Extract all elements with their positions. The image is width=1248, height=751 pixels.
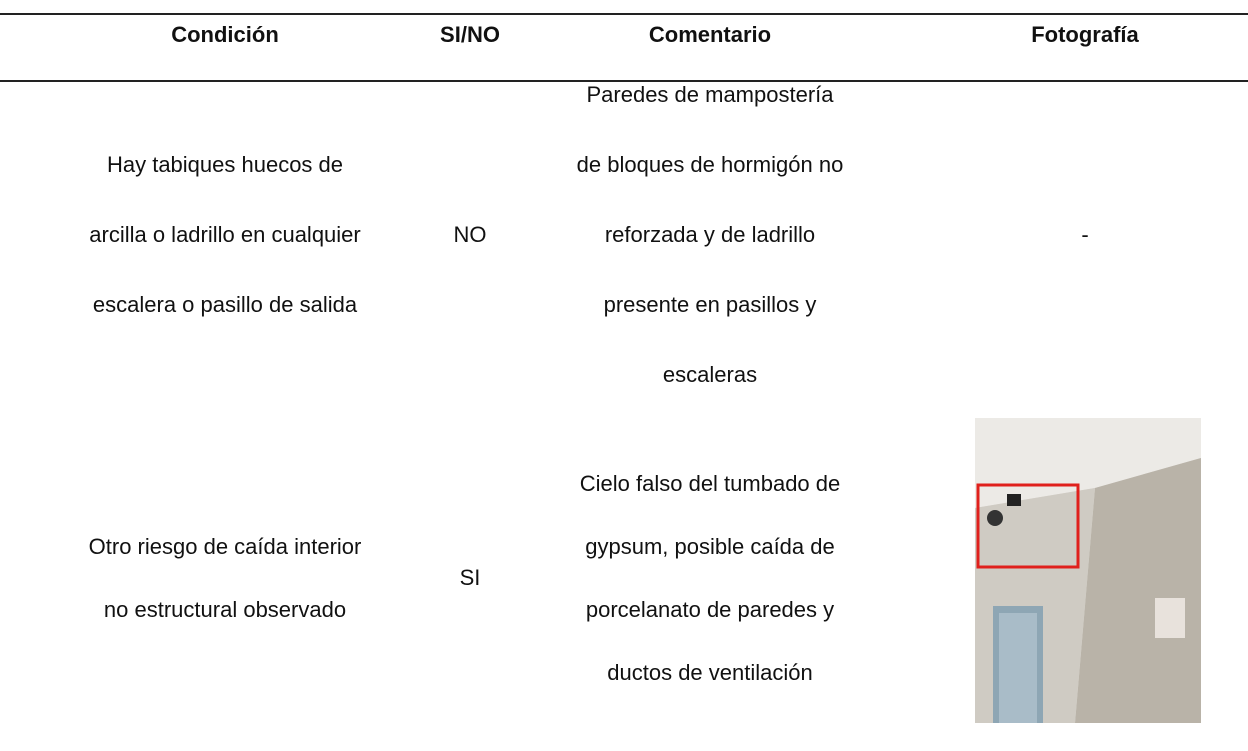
comment-line: reforzada y de ladrillo bbox=[604, 222, 816, 247]
comment-line: Cielo falso del tumbado de bbox=[579, 470, 841, 496]
header-rule bbox=[0, 80, 1248, 82]
comment-line: Paredes de mampostería bbox=[586, 82, 834, 107]
photo bbox=[975, 418, 1201, 723]
comment-line: ductos de ventilación bbox=[607, 659, 813, 685]
top-rule bbox=[0, 13, 1248, 15]
comment-line: gypsum, posible caída de bbox=[585, 533, 835, 559]
condition-line: escalera o pasillo de salida bbox=[92, 292, 358, 317]
comment-line: presente en pasillos y bbox=[603, 292, 817, 317]
header-cell: Condición bbox=[171, 22, 279, 47]
comment-line: porcelanato de paredes y bbox=[585, 596, 835, 622]
header-cell: Comentario bbox=[648, 22, 772, 47]
header-cell: Fotografía bbox=[1031, 22, 1139, 47]
photo-cell: - bbox=[1081, 222, 1089, 247]
answer: NO bbox=[453, 222, 487, 247]
comment-line: de bloques de hormigón no bbox=[576, 152, 844, 177]
comment-line: escaleras bbox=[662, 362, 758, 387]
header-cell: SI/NO bbox=[440, 22, 500, 47]
condition-line: Otro riesgo de caída interior bbox=[88, 533, 362, 559]
answer: SI bbox=[459, 565, 481, 590]
condition-line: arcilla o ladrillo en cualquier bbox=[89, 222, 361, 247]
condition-line: Hay tabiques huecos de bbox=[106, 152, 344, 177]
condition-line: no estructural observado bbox=[103, 596, 347, 622]
